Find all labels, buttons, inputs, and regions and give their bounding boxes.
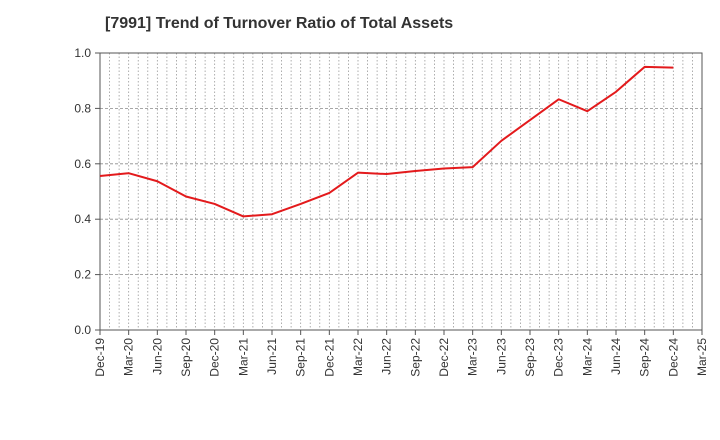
plot-frame (99, 52, 703, 331)
y-tick-label: 1.0 (74, 46, 91, 60)
x-tick-label: Sep-20 (179, 338, 193, 377)
x-tick-label: Sep-22 (408, 338, 422, 377)
y-tick-labels: 0.0 0.2 0.4 0.6 0.8 1.0 (74, 46, 91, 337)
x-tick-label: Dec-20 (208, 338, 222, 377)
x-tick-label: Dec-24 (666, 338, 680, 377)
x-tick-label: Jun-21 (265, 338, 279, 375)
x-tick-label: Mar-20 (122, 338, 136, 376)
x-tick-label: Jun-23 (494, 338, 508, 375)
x-tick-label: Jun-24 (609, 338, 623, 375)
x-tick-label: Mar-22 (351, 338, 365, 376)
y-tick-label: 0.8 (74, 101, 91, 115)
x-tick-label: Dec-19 (93, 338, 107, 377)
series-line (99, 65, 674, 218)
x-tick-label: Sep-23 (523, 338, 537, 377)
y-tick-label: 0.0 (74, 323, 91, 337)
x-tick-label: Sep-21 (294, 338, 308, 377)
x-tick-label: Mar-25 (695, 338, 709, 376)
x-tick-label: Jun-20 (150, 338, 164, 375)
x-tick-label: Mar-23 (466, 338, 480, 376)
axes (95, 52, 703, 335)
series-layer (99, 65, 674, 218)
chart-title: [7991] Trend of Turnover Ratio of Total … (105, 15, 454, 32)
x-tick-label: Jun-22 (380, 338, 394, 375)
x-tick-label: Dec-21 (322, 338, 336, 377)
x-tick-label: Sep-24 (638, 338, 652, 377)
y-tick-label: 0.2 (74, 268, 91, 282)
y-tick-label: 0.6 (74, 157, 91, 171)
x-tick-labels: Dec-19 Mar-20 Jun-20 Sep-20 Dec-20 Mar-21 Jun-… (93, 338, 709, 377)
x-tick-label: Dec-22 (437, 338, 451, 377)
y-tick-label: 0.4 (74, 212, 91, 226)
x-tick-label: Dec-23 (552, 338, 566, 377)
x-tick-label: Mar-24 (580, 338, 594, 376)
x-tick-label: Mar-21 (236, 338, 250, 376)
